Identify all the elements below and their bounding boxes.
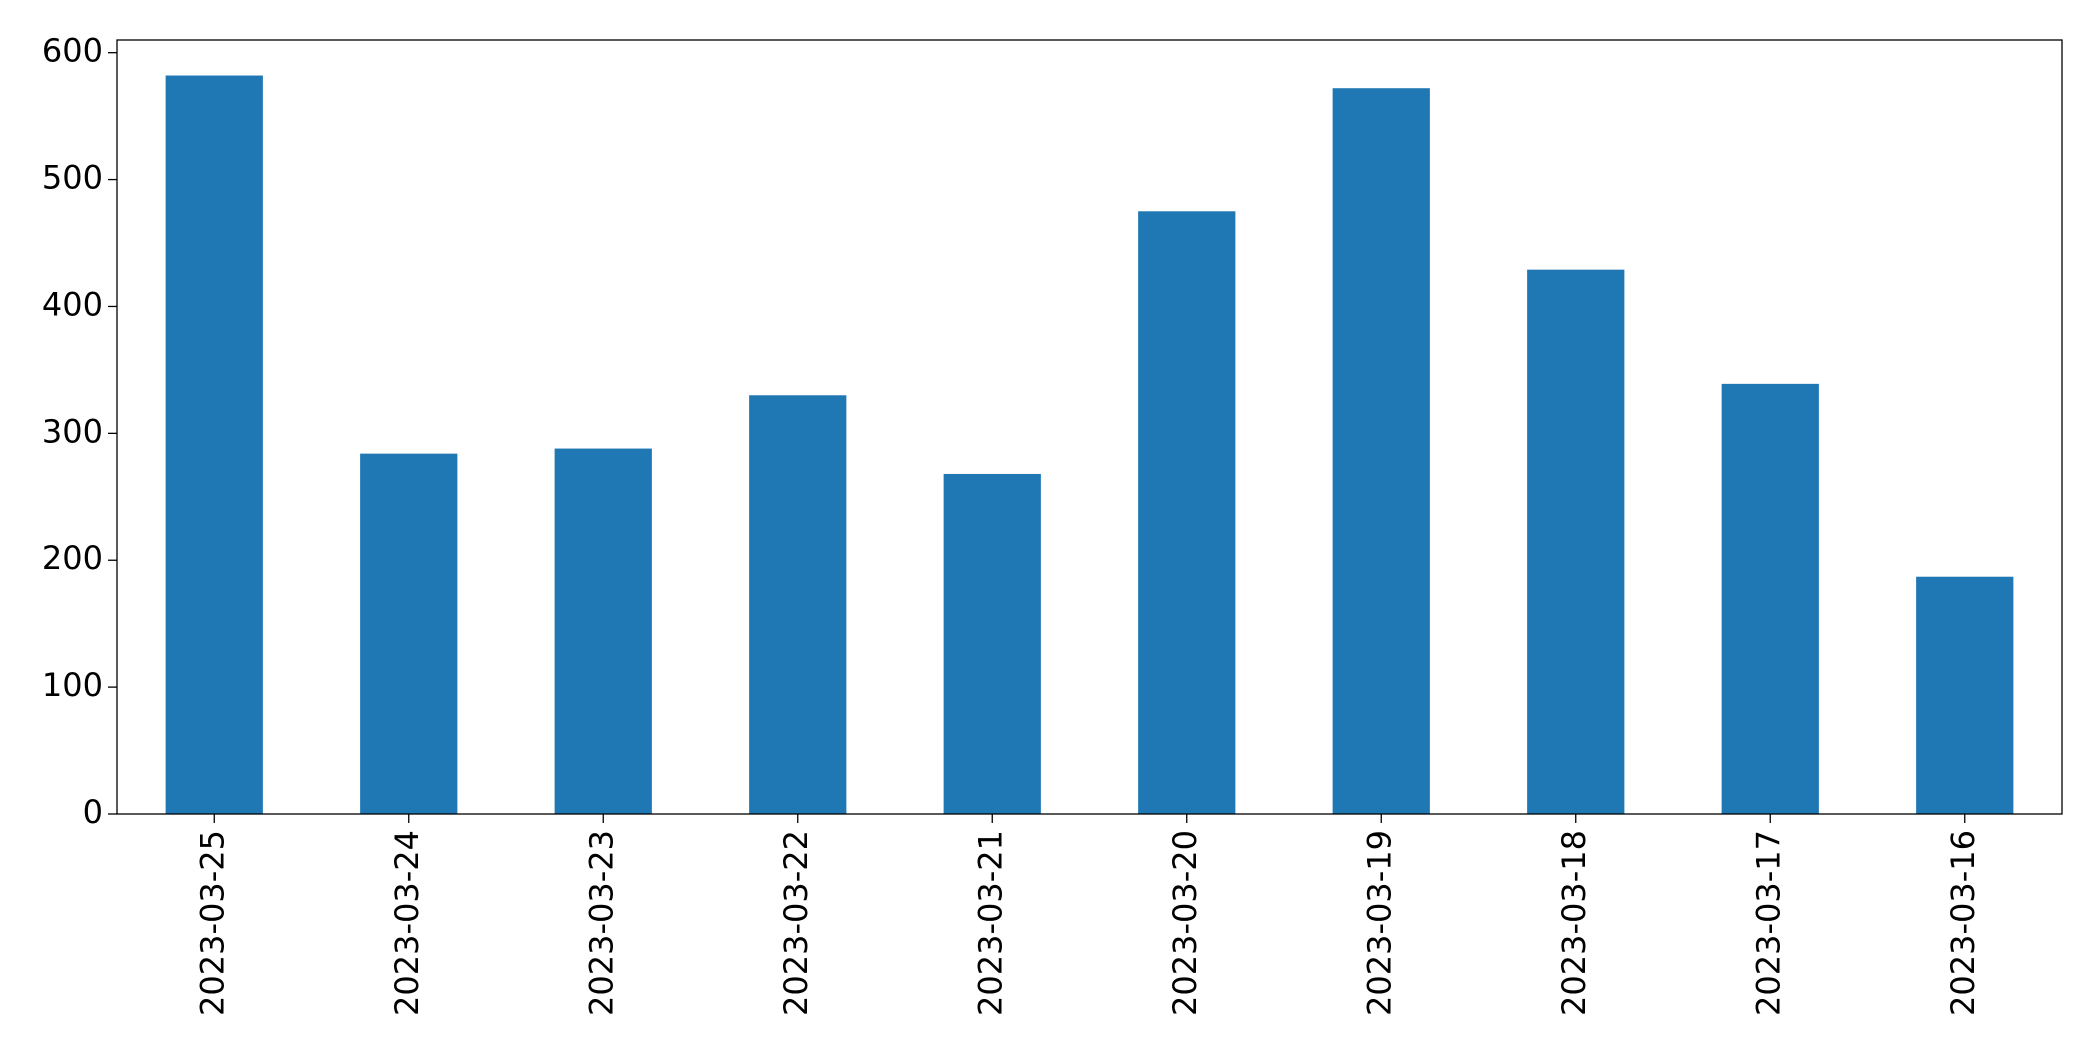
x-tick-label: 2023-03-18 [1555,830,1593,1016]
y-tick-label: 100 [42,666,103,704]
x-tick-label: 2023-03-22 [777,830,815,1016]
y-tick-label: 400 [42,285,103,323]
y-tick-label: 200 [42,539,103,577]
bar [1721,383,1819,814]
bar [749,395,847,814]
bar [165,75,263,814]
x-tick-label: 2023-03-17 [1749,830,1787,1016]
bar [1332,88,1430,815]
bar [1138,211,1236,815]
x-tick-label: 2023-03-23 [582,830,620,1016]
x-tick-label: 2023-03-20 [1166,830,1204,1016]
x-tick-label: 2023-03-19 [1360,830,1398,1016]
bar [943,473,1041,814]
y-tick-label: 300 [42,412,103,450]
x-tick-label: 2023-03-21 [971,830,1009,1016]
bar [360,453,458,814]
x-tick-label: 2023-03-24 [388,830,426,1016]
plot-frame [116,39,2063,815]
bar [554,448,652,814]
y-tick-label: 600 [42,32,103,70]
bar [1527,269,1625,814]
y-tick-label: 500 [42,159,103,197]
y-tick-label: 0 [83,793,103,831]
x-tick-label: 2023-03-25 [193,830,231,1016]
bar [1916,576,2014,814]
x-tick-label: 2023-03-16 [1944,830,1982,1016]
